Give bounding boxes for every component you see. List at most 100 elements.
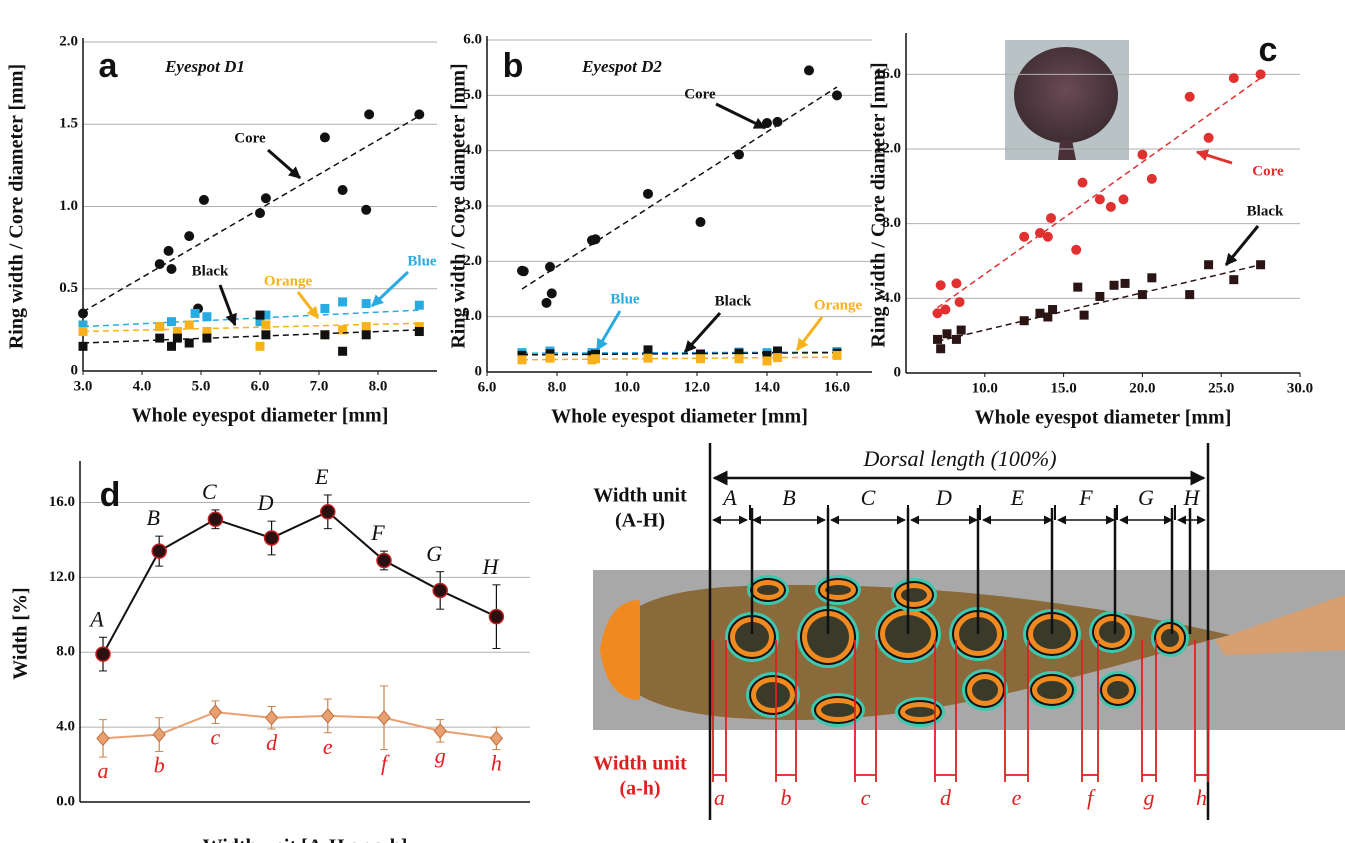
y-tick-label: 4.0 — [56, 719, 75, 735]
point — [320, 303, 330, 313]
point — [338, 346, 348, 356]
point — [772, 116, 783, 127]
point — [517, 355, 527, 365]
point-label: H — [481, 554, 499, 579]
point — [591, 354, 600, 364]
point-label: c — [211, 724, 221, 749]
y-axis-label: Ring width / Core diameter [mm] — [448, 63, 470, 348]
point — [202, 312, 212, 322]
point — [1095, 291, 1105, 301]
point — [154, 259, 165, 270]
point — [184, 338, 194, 348]
point — [202, 333, 212, 343]
point — [940, 304, 951, 315]
trend-line — [937, 77, 1262, 309]
eyespot-core — [735, 622, 769, 652]
annotation-arrow — [1195, 149, 1233, 165]
point — [1137, 290, 1147, 300]
point — [361, 299, 371, 309]
point — [78, 341, 88, 351]
point-label: C — [202, 479, 217, 504]
x-tick-label: 6.0 — [251, 378, 270, 394]
y-tick-label: 4.0 — [463, 142, 482, 158]
point — [1184, 91, 1195, 102]
point — [1147, 273, 1157, 283]
point — [545, 353, 555, 363]
panel-letter: d — [100, 476, 121, 514]
point — [545, 261, 555, 272]
point — [361, 330, 371, 340]
point — [163, 245, 174, 256]
x-tick-label: 8.0 — [548, 379, 567, 395]
x-tick-label: 10.0 — [972, 380, 998, 396]
y-tick-label: 8.0 — [882, 215, 901, 231]
unit-label: b — [781, 785, 792, 810]
point — [1137, 149, 1148, 160]
point — [734, 149, 744, 160]
point — [96, 730, 110, 747]
point — [364, 109, 375, 120]
point — [155, 322, 165, 332]
point — [1034, 228, 1045, 238]
point — [172, 333, 182, 343]
y-tick-label: 16.0 — [875, 66, 901, 82]
y-tick-label: 16.0 — [49, 494, 75, 510]
point — [643, 353, 653, 363]
point-label: h — [491, 751, 502, 776]
point — [936, 344, 946, 354]
point — [541, 297, 552, 308]
point-label: E — [314, 464, 329, 489]
point — [261, 320, 271, 330]
point — [951, 278, 962, 289]
point — [1105, 201, 1116, 212]
point — [255, 341, 265, 351]
trend-line — [82, 115, 420, 313]
lower-label: (a-h) — [619, 778, 660, 800]
x-tick-label: 8.0 — [369, 378, 388, 394]
point — [338, 297, 348, 307]
eyespot-core — [1161, 629, 1179, 647]
point — [1229, 275, 1239, 285]
point — [433, 723, 447, 739]
point — [184, 231, 195, 242]
point — [1228, 73, 1239, 84]
point-label: G — [426, 541, 442, 566]
point-label: A — [88, 606, 104, 631]
annotation-arrow — [370, 270, 410, 308]
point — [762, 356, 772, 366]
x-tick-label: 5.0 — [192, 378, 211, 394]
point — [320, 330, 330, 340]
y-axis-label: Width [%] — [10, 587, 32, 679]
point — [1048, 305, 1058, 315]
annotation-arrow — [595, 310, 622, 352]
point — [1256, 260, 1266, 270]
y-tick-label: 0 — [475, 363, 483, 379]
y-tick-label: 3.0 — [463, 197, 482, 213]
point-label: e — [323, 734, 333, 759]
trend-line — [521, 351, 838, 354]
point — [255, 310, 265, 320]
point — [734, 348, 744, 358]
point — [432, 582, 448, 599]
point — [762, 350, 772, 360]
point — [361, 322, 371, 332]
point-label: f — [381, 751, 390, 776]
point — [1120, 278, 1130, 288]
point — [932, 308, 943, 319]
point — [166, 264, 177, 275]
trend-line — [521, 356, 838, 361]
unit-label: d — [940, 785, 952, 810]
point — [321, 708, 335, 724]
eyespot-core — [756, 682, 790, 708]
lower-label: Width unit — [593, 753, 687, 775]
annotation: Core — [684, 86, 716, 102]
annotation: Black — [715, 293, 752, 309]
point — [1118, 194, 1129, 205]
y-tick-label: 2.0 — [463, 253, 482, 269]
y-tick-label: 1.0 — [463, 308, 482, 324]
y-tick-label: 4.0 — [882, 290, 901, 306]
point — [198, 194, 209, 205]
point — [414, 300, 424, 310]
point — [734, 354, 744, 364]
unit-label: B — [782, 485, 795, 510]
